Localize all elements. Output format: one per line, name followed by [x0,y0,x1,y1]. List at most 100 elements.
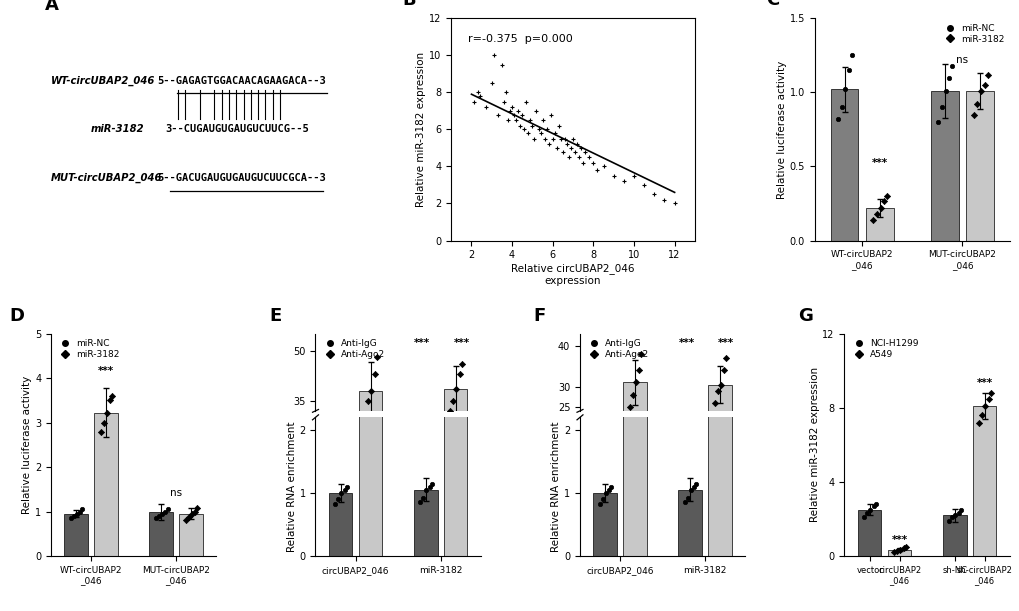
Point [74,505,91,514]
Point [979,393,996,403]
Point [864,501,880,511]
Text: ***: *** [717,338,734,348]
Point [338,482,355,492]
Point [424,510,440,519]
Point [575,158,591,167]
Point [536,134,552,144]
Point [190,503,206,513]
Point [947,510,963,520]
Point [451,369,468,379]
Point [585,158,601,167]
Point [360,396,376,406]
Point [981,388,998,398]
Point [581,152,597,162]
Point [554,147,571,156]
Point [577,147,593,156]
Point [510,106,526,116]
Point [602,499,619,508]
Bar [707,0,732,556]
Point [501,106,518,116]
Text: E: E [269,307,281,324]
Point [892,544,908,554]
Text: A: A [46,0,59,14]
Point [595,161,611,171]
Point [369,353,385,362]
Point [843,51,859,60]
Point [497,87,514,97]
Point [571,152,587,162]
Legend: NCI-H1299, A549: NCI-H1299, A549 [848,338,918,360]
Point [327,499,343,509]
Bar [857,510,880,556]
Text: ns: ns [956,55,968,65]
Point [186,507,203,516]
Point [96,418,112,428]
Bar [328,493,353,556]
Point [968,100,984,109]
Point [676,497,692,507]
Point [556,134,573,144]
Point [878,191,895,201]
Point [867,499,883,509]
Point [976,401,993,411]
Point [929,117,946,127]
Point [338,510,355,519]
Bar [829,89,858,241]
Point [941,73,957,82]
Point [886,547,902,557]
Bar [965,91,994,241]
Point [936,86,953,96]
Point [177,514,194,524]
Point [412,497,428,507]
Point [686,482,702,492]
Point [548,143,565,153]
Point [972,86,988,96]
Point [505,110,522,120]
Bar [930,91,958,241]
Point [444,396,461,406]
Point [633,349,649,359]
Point [507,115,524,125]
Bar [593,504,616,508]
Bar [414,514,437,518]
Point [532,128,548,138]
Point [418,485,434,495]
Point [626,171,642,181]
Point [706,398,722,408]
Point [366,369,382,379]
Point [686,499,702,508]
Point [520,128,536,138]
Point [526,134,542,144]
Point [567,147,583,156]
Point [615,177,632,186]
Point [636,180,652,190]
Point [546,128,562,138]
Point [975,80,991,90]
Point [159,505,175,514]
Bar [359,391,382,518]
Point [499,115,516,125]
Point [709,386,726,395]
Point [889,546,905,556]
Text: miR-3182: miR-3182 [90,125,144,134]
Bar [593,493,616,556]
Text: r=-0.375  p=0.000: r=-0.375 p=0.000 [468,34,573,44]
Point [489,110,505,120]
Point [93,426,109,436]
Bar [678,504,701,508]
Point [895,543,911,553]
Point [837,84,853,94]
Point [493,60,510,70]
Point [99,408,115,418]
Y-axis label: Relative miR-3182 expression: Relative miR-3182 expression [416,52,426,207]
Point [589,165,605,175]
Point [833,102,849,112]
Point [933,102,950,112]
Point [573,143,589,153]
Legend: Anti-IgG, Anti-Ago2: Anti-IgG, Anti-Ago2 [584,338,650,360]
Bar [359,0,382,556]
Point [600,485,616,495]
Legend: Anti-IgG, Anti-Ago2: Anti-IgG, Anti-Ago2 [320,338,385,360]
Bar [972,406,996,556]
Text: F: F [533,307,545,324]
